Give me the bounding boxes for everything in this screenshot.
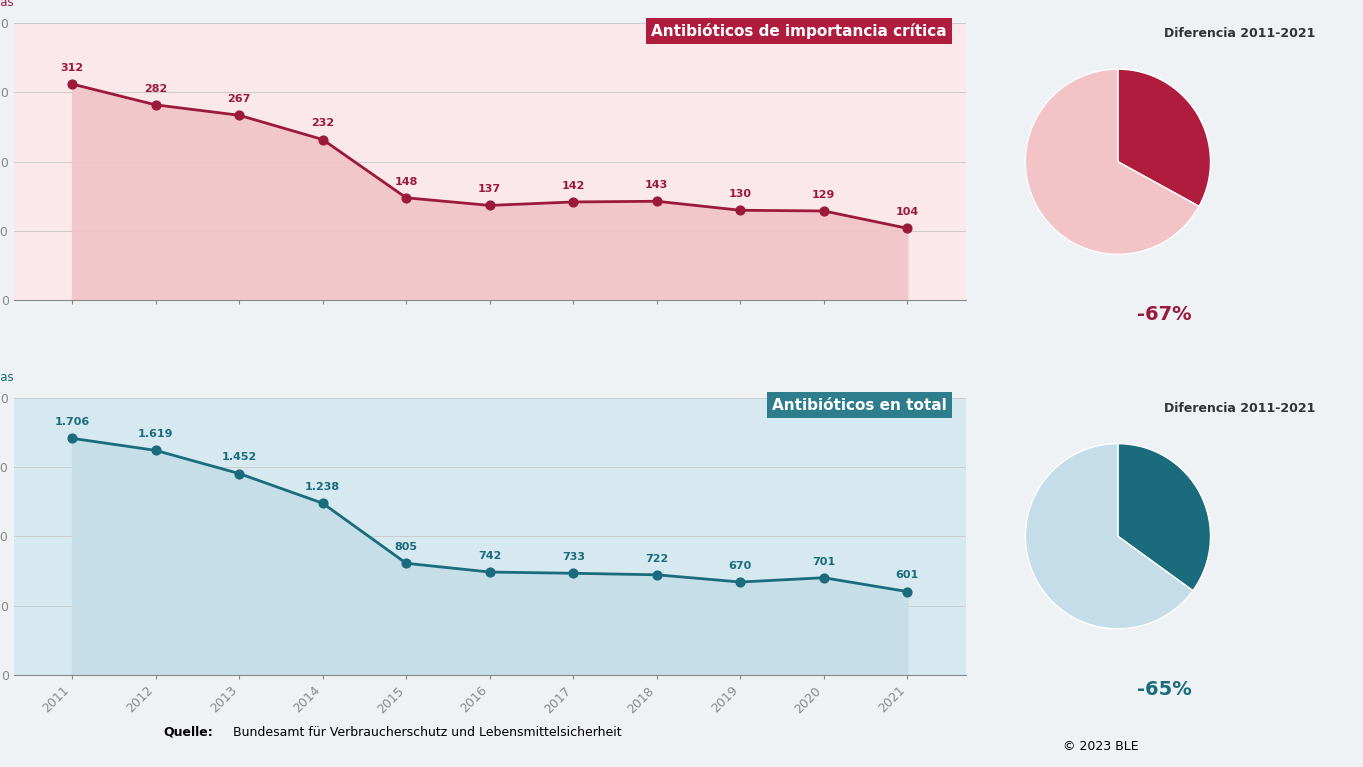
Text: 1.619: 1.619 — [138, 430, 173, 439]
Point — [61, 78, 83, 91]
Point — [228, 109, 249, 121]
Text: 267: 267 — [228, 94, 251, 104]
Point — [563, 567, 585, 579]
Text: -65%: -65% — [1137, 680, 1191, 699]
Text: Diferencia 2011-2021: Diferencia 2011-2021 — [1164, 402, 1315, 415]
Point — [729, 576, 751, 588]
Text: Antibióticos de importancia crítica: Antibióticos de importancia crítica — [652, 23, 947, 39]
Point — [812, 571, 834, 584]
Text: 137: 137 — [478, 184, 502, 194]
Text: en toneladas: en toneladas — [0, 370, 14, 384]
Text: 601: 601 — [895, 571, 919, 581]
Point — [312, 497, 334, 509]
Wedge shape — [1118, 443, 1210, 591]
Wedge shape — [1025, 443, 1193, 629]
Text: 129: 129 — [812, 190, 836, 200]
Text: 282: 282 — [144, 84, 168, 94]
Text: 232: 232 — [311, 118, 334, 128]
Point — [563, 196, 585, 208]
Text: Bundesamt für Verbraucherschutz und Lebensmittelsicherheit: Bundesamt für Verbraucherschutz und Lebe… — [229, 726, 622, 739]
Point — [144, 99, 166, 111]
Text: 143: 143 — [645, 180, 668, 190]
Text: © 2023 BLE: © 2023 BLE — [1063, 740, 1138, 752]
Point — [144, 444, 166, 456]
Text: 701: 701 — [812, 557, 836, 567]
Text: 1.706: 1.706 — [55, 417, 90, 427]
Wedge shape — [1118, 69, 1210, 206]
Text: 130: 130 — [729, 189, 752, 199]
Text: 104: 104 — [895, 207, 919, 217]
Text: 142: 142 — [562, 181, 585, 191]
Text: en toneladas: en toneladas — [0, 0, 14, 9]
Text: -67%: -67% — [1137, 305, 1191, 324]
Point — [478, 566, 500, 578]
Point — [729, 204, 751, 216]
Text: 1.452: 1.452 — [222, 453, 256, 463]
Text: Quelle:: Quelle: — [164, 726, 214, 739]
Text: 805: 805 — [395, 542, 417, 552]
Text: Antibióticos en total: Antibióticos en total — [771, 397, 947, 413]
Text: 148: 148 — [394, 176, 418, 186]
Text: 670: 670 — [729, 561, 752, 571]
Point — [395, 557, 417, 569]
Point — [897, 222, 919, 235]
Point — [897, 585, 919, 597]
Text: 312: 312 — [60, 63, 83, 73]
Wedge shape — [1025, 69, 1199, 255]
Text: 722: 722 — [645, 554, 668, 564]
Point — [61, 432, 83, 444]
Point — [646, 568, 668, 581]
Text: Diferencia 2011-2021: Diferencia 2011-2021 — [1164, 28, 1315, 41]
Point — [812, 205, 834, 217]
Text: 1.238: 1.238 — [305, 482, 341, 492]
Point — [395, 192, 417, 204]
Point — [312, 133, 334, 146]
Point — [478, 199, 500, 212]
Point — [646, 195, 668, 207]
Text: 733: 733 — [562, 552, 585, 562]
Point — [228, 467, 249, 479]
Text: 742: 742 — [478, 551, 502, 561]
